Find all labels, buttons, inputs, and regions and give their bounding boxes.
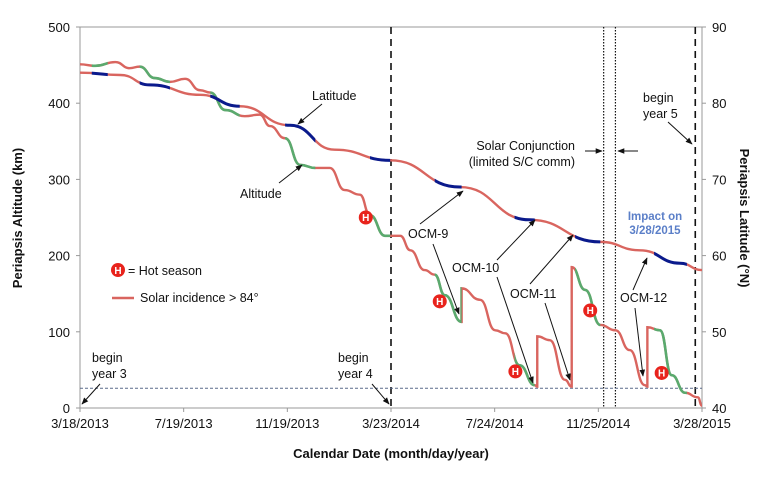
y-tick-label-right: 70 [712, 172, 726, 187]
y-axis-label-left: Periapsis Altitude (km) [10, 148, 25, 288]
latitude-arrow [297, 103, 323, 125]
hot-season-marker-letter: H [587, 306, 594, 317]
altitude-label: Altitude [240, 187, 282, 201]
hot-season-marker [654, 365, 669, 380]
ocm10-label: OCM-10 [452, 261, 499, 275]
x-tick-label: 3/28/2015 [673, 416, 731, 431]
ocm12-label: OCM-12 [620, 291, 667, 305]
x-tick-label: 7/24/2014 [466, 416, 524, 431]
hot-season-marker [358, 210, 373, 225]
y-tick-label-left: 0 [63, 401, 70, 416]
legend: H = Hot season Solar incidence > 84° [111, 263, 259, 305]
ocm12-arrow-alt [634, 307, 646, 377]
y-tick-label-left: 200 [48, 249, 70, 264]
ocm11-label: OCM-11 [510, 287, 556, 301]
hot-season-marker [583, 303, 598, 318]
axes [79, 26, 703, 409]
year4-arrow [371, 383, 390, 405]
latitude-label: Latitude [312, 89, 357, 103]
conjunction-label-1: Solar Conjunction [476, 139, 575, 153]
x-axis-label: Calendar Date (month/day/year) [293, 446, 489, 461]
conjunction-label-2: (limited S/C comm) [469, 155, 575, 169]
altitude-arrow [278, 164, 303, 184]
year4-label-1: begin [338, 351, 369, 365]
legend-hot-label: = Hot season [128, 264, 202, 278]
year5-arrow [667, 121, 693, 145]
hot-season-marker-letter: H [436, 297, 443, 308]
ocm9-arrow-alt [432, 243, 460, 315]
hot-season-marker-letter: H [658, 369, 665, 380]
hot-season-marker [432, 294, 447, 309]
x-tick-label: 7/19/2013 [155, 416, 213, 431]
hot-season-marker [508, 364, 523, 379]
ocm11-arrow-alt [544, 302, 571, 381]
ocm9-label: OCM-9 [408, 227, 448, 241]
y-tick-label-left: 500 [48, 20, 70, 35]
year5-label-1: begin [643, 91, 674, 105]
ocm10-arrow-alt [496, 276, 534, 384]
ocm9-arrow-lat [419, 190, 464, 225]
y-axis-label-right: Periapsis Latitude (°N) [737, 149, 752, 288]
legend-hot-marker-letter: H [114, 266, 121, 277]
year5-label-2: year 5 [643, 107, 678, 121]
x-tick-label: 11/19/2013 [255, 416, 319, 431]
annotations: Latitude Altitude begin year 3 begin yea… [81, 89, 693, 405]
y-tick-label-left: 400 [48, 96, 70, 111]
impact-label-1: Impact on [628, 211, 682, 223]
hot-season-marker-letter: H [362, 213, 369, 224]
x-tick-label: 3/18/2013 [51, 416, 109, 431]
year3-label-2: year 3 [92, 367, 127, 381]
y-tick-label-left: 300 [48, 172, 70, 187]
y-tick-label-right: 60 [712, 249, 726, 264]
year3-arrow [81, 383, 101, 405]
x-tick-label: 3/23/2014 [362, 416, 420, 431]
y-tick-label-left: 100 [48, 325, 70, 340]
ocm11-arrow-lat [529, 234, 574, 285]
ocm12-arrow-lat [632, 257, 648, 291]
y-tick-label-right: 80 [712, 96, 726, 111]
year4-label-2: year 4 [338, 367, 373, 381]
y-tick-label-right: 90 [712, 20, 726, 35]
altitude-line [79, 60, 703, 407]
ocm10-arrow-lat [496, 219, 536, 261]
x-tick-label: 11/25/2014 [566, 416, 630, 431]
year3-label-1: begin [92, 351, 123, 365]
y-tick-label-right: 50 [712, 325, 726, 340]
y-tick-label-right: 40 [712, 401, 726, 416]
legend-hot-marker [111, 263, 125, 277]
impact-label-2: 3/28/2015 [629, 225, 681, 237]
hot-season-marker-letter: H [512, 367, 519, 378]
legend-incidence-label: Solar incidence > 84° [140, 291, 259, 305]
